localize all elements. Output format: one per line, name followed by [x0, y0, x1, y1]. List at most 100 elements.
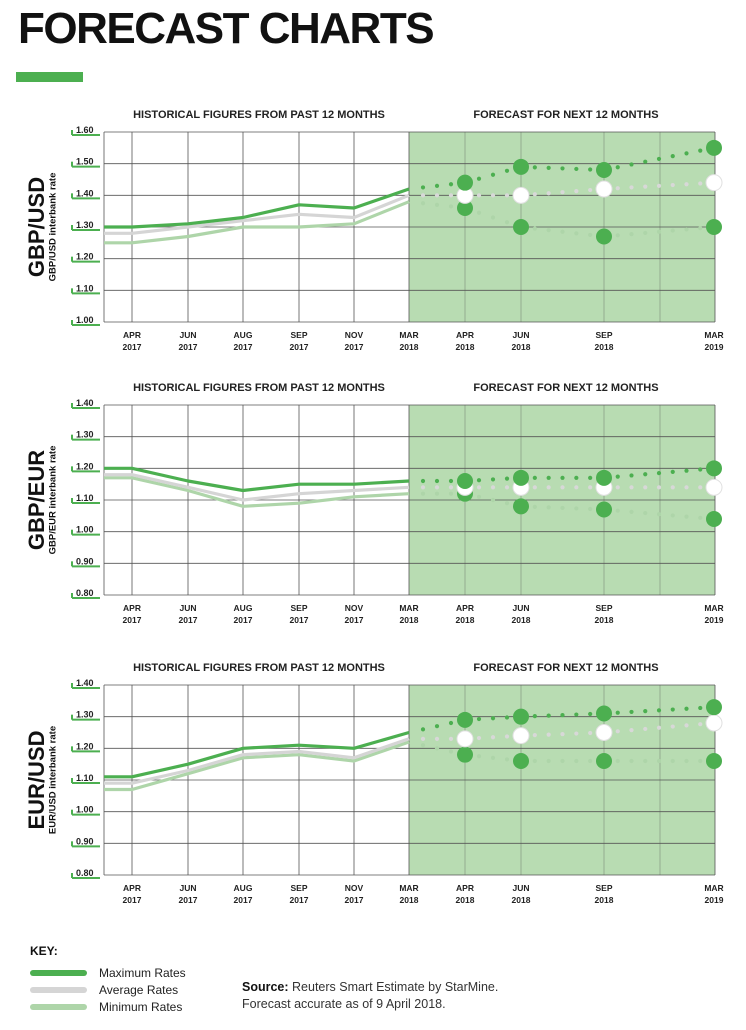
forecast-marker-min [596, 501, 612, 518]
forecast-dot-max [670, 469, 675, 474]
x-tick-year: 2018 [512, 895, 531, 905]
forecast-dot-min [560, 505, 565, 511]
x-tick-month: AUG [234, 883, 253, 893]
forecast-dot-avg [504, 485, 510, 490]
y-tick-label: 1.00 [76, 805, 94, 815]
x-tick-year: 2017 [179, 615, 198, 625]
x-tick-month: SEP [290, 330, 307, 340]
forecast-marker-max [596, 162, 612, 178]
forecast-dot-max [532, 165, 537, 170]
source-note: Source: Reuters Smart Estimate by StarMi… [242, 979, 498, 1013]
x-tick-month: JUN [179, 883, 196, 893]
forecast-dot-max [629, 709, 634, 715]
forecast-dot-min [698, 226, 703, 231]
forecast-dot-avg [560, 190, 565, 195]
x-tick-month: SEP [595, 330, 612, 340]
x-tick-month: JUN [179, 330, 196, 340]
forecast-dot-avg [476, 485, 482, 490]
forecast-dot-max [684, 151, 689, 156]
x-tick-month: JUN [512, 883, 529, 893]
forecast-dot-max [504, 715, 510, 720]
forecast-marker-max [457, 711, 473, 728]
forecast-marker-max [706, 699, 722, 716]
chart-gbp-usd: HISTORICAL FIGURES FROM PAST 12 MONTHS FO… [24, 109, 724, 352]
y-tick-label: 1.30 [76, 430, 94, 440]
x-tick-year: 2019 [705, 895, 724, 905]
line-historical-avg [104, 193, 410, 235]
forecast-dot-min [615, 233, 620, 238]
forecast-dot-max [476, 478, 482, 483]
x-tick-year: 2017 [179, 342, 198, 352]
y-tick-label: 1.10 [76, 773, 94, 783]
line-historical-max [104, 466, 410, 493]
x-tick-month: APR [123, 330, 141, 340]
forecast-dot-min [643, 510, 648, 516]
forecast-dot-avg [532, 733, 537, 738]
forecast-dot-avg [615, 485, 620, 490]
x-tick-year: 2017 [290, 895, 309, 905]
forecast-dot-avg [448, 193, 454, 198]
pair-title: GBP/USD [24, 177, 49, 277]
line-historical-max [104, 730, 410, 779]
forecast-dot-max [574, 712, 579, 717]
y-tick-label: 1.40 [76, 188, 94, 198]
forecast-dot-max [684, 468, 689, 473]
x-tick-year: 2019 [705, 615, 724, 625]
forecast-marker-avg [595, 724, 613, 741]
x-tick-year: 2018 [595, 342, 614, 352]
forecast-dot-avg [698, 722, 703, 727]
historical-heading: HISTORICAL FIGURES FROM PAST 12 MONTHS [133, 382, 385, 394]
forecast-marker-max [706, 139, 722, 156]
forecast-marker-avg [595, 180, 613, 198]
forecast-dot-avg [420, 193, 426, 198]
y-tick-label: 1.40 [76, 398, 94, 408]
forecast-dot-min [434, 746, 440, 751]
forecast-dot-max [560, 166, 565, 171]
forecast-marker-min [513, 219, 529, 235]
forecast-dot-min [504, 757, 510, 762]
x-tick-month: MAR [704, 330, 723, 340]
forecast-dot-avg [684, 485, 689, 490]
forecast-dot-avg [670, 485, 675, 490]
forecast-dot-avg [574, 189, 579, 194]
forecast-dot-avg [629, 485, 634, 490]
y-tick-label: 1.00 [76, 525, 94, 535]
y-tick-label: 1.10 [76, 493, 94, 503]
forecast-dot-min [476, 754, 482, 759]
forecast-dot-avg [420, 736, 426, 741]
forecast-marker-max [513, 158, 529, 175]
forecast-dot-max [698, 467, 703, 472]
x-tick-year: 2019 [705, 342, 724, 352]
x-tick-year: 2017 [290, 615, 309, 625]
forecast-dot-avg [532, 485, 537, 490]
x-tick-month: APR [456, 603, 474, 613]
forecast-marker-max [457, 174, 473, 191]
line-historical-max [104, 187, 410, 229]
forecast-dot-avg [643, 184, 648, 189]
y-tick-label: 1.10 [76, 283, 94, 293]
forecast-marker-max [513, 469, 529, 486]
forecast-dot-min [588, 232, 593, 238]
x-tick-month: NOV [345, 603, 364, 613]
forecast-dot-min [532, 758, 537, 764]
forecast-marker-avg [456, 730, 474, 748]
forecast-dot-max [504, 476, 510, 481]
forecast-dot-max [420, 185, 426, 190]
forecast-dot-avg [490, 735, 496, 740]
forecast-dot-min [656, 512, 662, 517]
forecast-dot-avg [546, 732, 551, 737]
forecast-dot-avg [490, 485, 496, 490]
forecast-dot-min [698, 758, 703, 764]
forecast-dot-max [546, 165, 551, 170]
forecast-dot-max [448, 720, 454, 726]
forecast-dot-avg [698, 485, 703, 490]
y-tick-label: 0.80 [76, 588, 94, 598]
forecast-dot-max [656, 708, 662, 713]
forecast-marker-min [513, 753, 529, 769]
forecast-dot-avg [560, 731, 565, 737]
y-axis-label: GBP/USD interbank rate [48, 173, 59, 282]
forecast-dot-avg [643, 485, 648, 490]
forecast-dot-avg [448, 736, 454, 741]
forecast-dot-avg [448, 485, 454, 490]
x-tick-month: NOV [345, 330, 364, 340]
